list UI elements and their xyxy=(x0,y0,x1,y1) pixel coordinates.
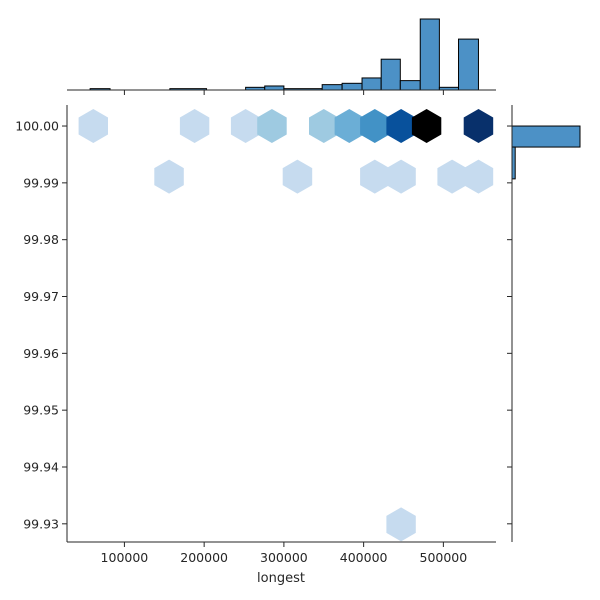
hexbin-cell xyxy=(386,507,416,542)
x-axis-title: longest xyxy=(257,571,305,586)
y-marginal-histogram xyxy=(507,105,581,542)
hexbin-cell xyxy=(230,109,261,143)
x-marginal-bar xyxy=(264,85,285,91)
x-marginal-bar xyxy=(361,77,382,91)
hexbin-cell xyxy=(257,109,287,143)
x-tick-label: 400000 xyxy=(340,550,388,565)
y-marginal-bar xyxy=(511,125,581,148)
x-tick-label: 500000 xyxy=(420,550,468,565)
x-marginal-bar xyxy=(419,18,440,91)
y-tick-label: 99.99 xyxy=(23,175,59,190)
y-tick-label: 99.98 xyxy=(23,232,59,247)
hexbin-cell xyxy=(154,159,184,194)
x-marginal-bar xyxy=(341,82,363,91)
hexbin-cell xyxy=(463,159,494,194)
hexbin-cell xyxy=(334,109,364,143)
x-marginal-bar xyxy=(399,80,421,91)
hexbin-cell xyxy=(386,159,416,194)
y-axis: 100.00 99.99 99.98 99.97 99.96 99.95 99.94 99.9… xyxy=(15,105,68,542)
hexbin-cell xyxy=(360,109,390,143)
hexbin-cell xyxy=(463,109,494,143)
hexbin-cell xyxy=(309,109,339,143)
hexbin-cell xyxy=(78,109,108,143)
y-tick-label: 99.96 xyxy=(23,346,59,361)
x-marginal-bar xyxy=(458,38,479,91)
y-tick-label: 99.97 xyxy=(23,289,59,304)
hexbin-cell xyxy=(437,159,467,194)
hexbin-cell xyxy=(411,109,442,143)
x-axis: 100000 200000 300000 400000 500000 xyxy=(67,541,496,565)
y-tick-label: 99.95 xyxy=(23,403,59,418)
x-marginal-bar xyxy=(380,58,401,91)
x-tick-label: 200000 xyxy=(180,550,228,565)
hexbin-cell xyxy=(386,109,416,143)
x-marginal-histogram xyxy=(67,18,496,95)
y-tick-label: 99.93 xyxy=(23,516,59,531)
x-tick-label: 100000 xyxy=(101,550,149,565)
y-tick-label: 100.00 xyxy=(15,119,59,134)
y-tick-label: 99.94 xyxy=(23,459,59,474)
hexbin-cell xyxy=(360,159,390,194)
hexbin-cell xyxy=(282,159,313,194)
x-marginal-bar xyxy=(321,84,343,91)
hexbin-plot-area xyxy=(78,109,494,542)
x-tick-label: 300000 xyxy=(260,550,308,565)
hexbin-cell xyxy=(179,109,210,143)
